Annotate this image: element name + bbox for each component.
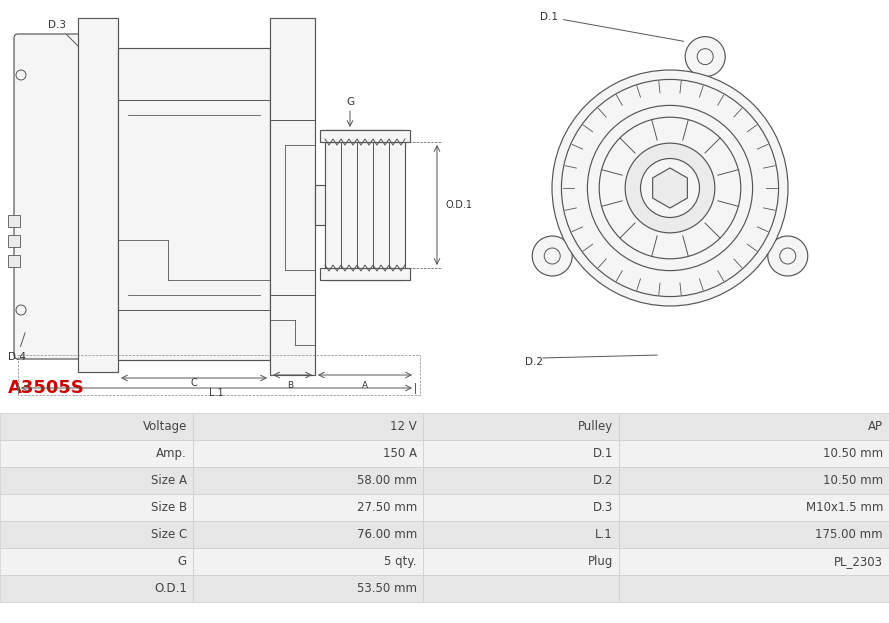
Bar	[423, 413, 619, 440]
Bar	[619, 440, 889, 467]
Bar	[619, 494, 889, 521]
Bar	[193, 413, 423, 440]
Bar	[193, 440, 423, 467]
Text: 10.50 mm: 10.50 mm	[823, 474, 883, 487]
Text: D.2: D.2	[525, 357, 543, 367]
Bar	[0, 521, 193, 548]
Bar	[619, 413, 889, 440]
Bar	[619, 548, 889, 575]
Text: Size A: Size A	[151, 474, 187, 487]
Text: Pulley: Pulley	[578, 420, 613, 433]
Text: Size B: Size B	[151, 501, 187, 514]
Text: D.1: D.1	[540, 12, 684, 41]
FancyBboxPatch shape	[14, 34, 82, 359]
Text: G: G	[178, 555, 187, 568]
Bar	[118, 48, 270, 360]
Bar	[193, 467, 423, 494]
Circle shape	[768, 236, 808, 276]
Bar	[423, 575, 619, 602]
Polygon shape	[653, 168, 687, 208]
Bar	[0, 440, 193, 467]
Bar	[193, 548, 423, 575]
Circle shape	[533, 236, 573, 276]
Bar	[619, 575, 889, 602]
Circle shape	[685, 37, 725, 77]
Text: C: C	[190, 378, 197, 388]
Bar	[78, 18, 118, 372]
Text: L.1: L.1	[209, 388, 224, 398]
Bar	[423, 548, 619, 575]
Text: 76.00 mm: 76.00 mm	[356, 528, 417, 541]
Text: Voltage: Voltage	[142, 420, 187, 433]
Bar	[8, 255, 20, 267]
Bar	[320, 130, 410, 142]
Text: A: A	[362, 381, 368, 390]
Text: AP: AP	[868, 420, 883, 433]
Bar	[325, 130, 405, 280]
Bar	[193, 494, 423, 521]
Text: Size C: Size C	[151, 528, 187, 541]
Circle shape	[552, 70, 788, 306]
Text: PL_2303: PL_2303	[834, 555, 883, 568]
Circle shape	[640, 158, 700, 217]
Text: Amp.: Amp.	[156, 447, 187, 460]
Text: D.3: D.3	[593, 501, 613, 514]
Bar	[193, 521, 423, 548]
Bar	[193, 575, 423, 602]
Text: 53.50 mm: 53.50 mm	[357, 582, 417, 595]
Text: L.1: L.1	[596, 528, 613, 541]
Text: D.3: D.3	[48, 20, 78, 46]
Bar	[619, 521, 889, 548]
Text: D.2: D.2	[593, 474, 613, 487]
Text: O.D.1: O.D.1	[154, 582, 187, 595]
Text: B: B	[287, 381, 293, 390]
Bar	[619, 467, 889, 494]
Bar	[0, 494, 193, 521]
Bar	[0, 413, 193, 440]
Text: 150 A: 150 A	[383, 447, 417, 460]
Text: A3505S: A3505S	[8, 379, 84, 397]
Bar	[8, 215, 20, 227]
Text: 10.50 mm: 10.50 mm	[823, 447, 883, 460]
Text: 27.50 mm: 27.50 mm	[356, 501, 417, 514]
Text: D.4: D.4	[8, 333, 26, 362]
Text: 58.00 mm: 58.00 mm	[357, 474, 417, 487]
Circle shape	[588, 105, 753, 270]
Bar	[270, 18, 315, 375]
Text: Plug: Plug	[588, 555, 613, 568]
Text: 12 V: 12 V	[390, 420, 417, 433]
Bar	[0, 575, 193, 602]
Text: 5 qty.: 5 qty.	[385, 555, 417, 568]
Bar	[0, 548, 193, 575]
Bar	[320, 268, 410, 280]
Circle shape	[625, 143, 715, 233]
Bar	[423, 467, 619, 494]
Text: G: G	[346, 97, 354, 107]
Text: O.D.1: O.D.1	[445, 200, 472, 210]
Bar	[423, 521, 619, 548]
Bar	[423, 494, 619, 521]
Bar	[8, 235, 20, 247]
Bar	[423, 440, 619, 467]
Text: D.1: D.1	[593, 447, 613, 460]
Text: 175.00 mm: 175.00 mm	[815, 528, 883, 541]
Bar	[315, 185, 385, 225]
Text: M10x1.5 mm: M10x1.5 mm	[805, 501, 883, 514]
Bar	[0, 467, 193, 494]
